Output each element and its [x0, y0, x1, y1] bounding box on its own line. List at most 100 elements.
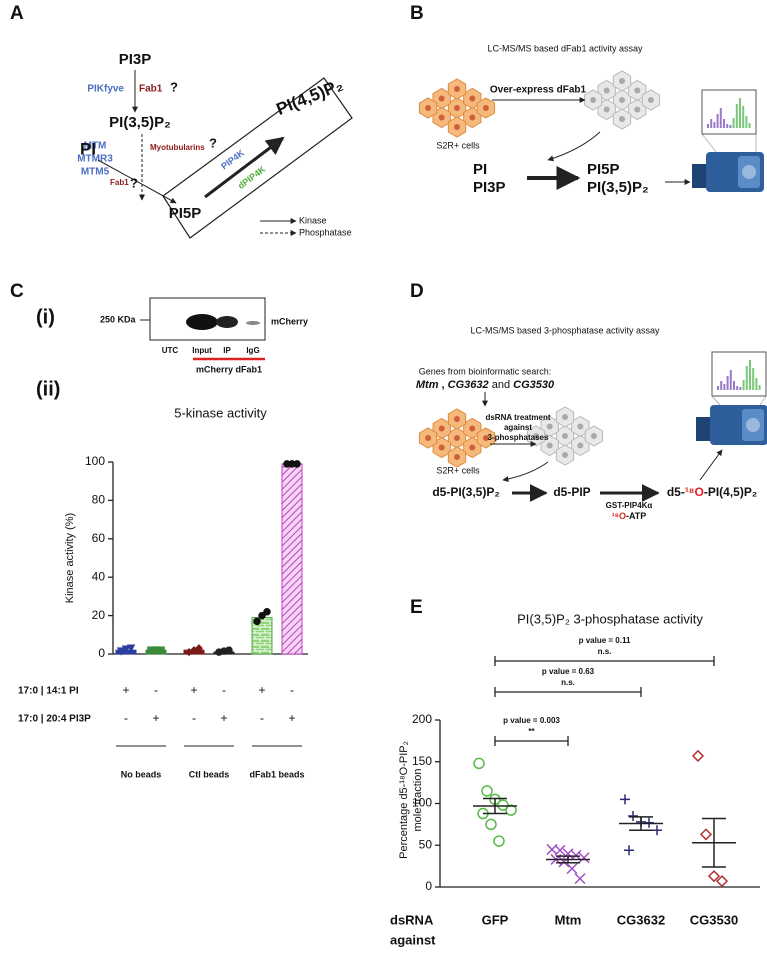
- condition: +: [258, 683, 265, 697]
- nucleus: [577, 423, 584, 430]
- enzyme: dPIP4K: [236, 164, 268, 191]
- nucleus: [469, 95, 476, 102]
- point: [566, 863, 578, 875]
- lipid: PI(3,5)P₂: [109, 114, 171, 131]
- lipid: PI: [80, 139, 96, 158]
- bracket: [494, 736, 569, 746]
- point: [691, 749, 705, 762]
- y-axis-label: Kinase activity (%): [64, 513, 76, 603]
- nucleus: [634, 87, 641, 94]
- nucleus: [469, 425, 476, 432]
- lipid: PI: [473, 161, 487, 178]
- ms-side: [692, 164, 706, 188]
- nucleus: [469, 114, 476, 121]
- y-tick-label: 0: [98, 646, 105, 660]
- nucleus: [562, 433, 568, 439]
- panel-c: C (i) 250 KDa mCherry UTC Input IP IgG m…: [10, 281, 308, 400]
- point: [116, 647, 126, 656]
- panel-label: A: [10, 3, 24, 24]
- x-tick-label: CG3632: [617, 912, 665, 927]
- condition: +: [220, 711, 227, 725]
- point: [293, 460, 301, 468]
- y-tick-label: 100: [85, 454, 105, 468]
- y-tick-label: 40: [92, 569, 106, 583]
- group-label: dFab1 beads: [249, 769, 304, 779]
- step-label: against: [504, 423, 532, 432]
- nucleus: [546, 442, 553, 449]
- chart-title: 5-kinase activity: [174, 405, 267, 420]
- x-tick-label: GFP: [482, 912, 509, 927]
- nucleus: [482, 105, 489, 111]
- y-tick-label: 50: [419, 837, 433, 851]
- point: [624, 845, 634, 856]
- antibody: mCherry: [271, 316, 308, 326]
- x-tick-label: Mtm: [555, 912, 582, 927]
- panel-e: E: [410, 597, 423, 618]
- nucleus: [454, 435, 460, 441]
- point: [481, 785, 493, 797]
- panel-a: A PI3P PIKfyve Fab1 ? PI(3,5)P₂ MTM MTMR…: [10, 3, 353, 239]
- point: [620, 794, 630, 805]
- cells-label: S2R+ cells: [436, 465, 480, 475]
- lipid: PI(3,5)P₂: [587, 179, 649, 196]
- panel-label: C: [10, 281, 24, 302]
- gene: Mtm: [416, 379, 439, 391]
- point: [628, 811, 638, 822]
- question: ?: [170, 79, 178, 94]
- spectrum-box: [701, 89, 757, 135]
- point: [493, 835, 505, 847]
- significance: n.s.: [561, 678, 575, 687]
- y-tick-label: 60: [92, 531, 106, 545]
- gene: CG3632: [448, 379, 489, 391]
- group-label: mCherry dFab1: [196, 364, 262, 374]
- instrument: [692, 89, 764, 192]
- point: [570, 849, 582, 861]
- y-tick-label: 20: [92, 608, 106, 622]
- nucleus: [577, 442, 584, 449]
- nucleus: [562, 414, 568, 420]
- y-axis-label: mole fraction: [412, 769, 424, 832]
- step-label: Over-express dFab1: [490, 85, 587, 96]
- condition: -: [260, 711, 264, 725]
- mw-marker: 250 KDa: [100, 314, 137, 324]
- point: [126, 644, 136, 653]
- inset-link: [701, 133, 717, 153]
- point: [157, 646, 165, 654]
- cells: [418, 408, 496, 468]
- enzyme: PIKfyve: [87, 84, 124, 95]
- nucleus: [546, 423, 553, 430]
- arrow: [204, 136, 285, 199]
- lipid: PI5P: [587, 161, 620, 178]
- y-tick-label: 200: [412, 712, 432, 726]
- row-label: 17:0 | 14:1 PI: [18, 686, 79, 697]
- condition: -: [124, 711, 128, 725]
- y-tick-label: 150: [412, 754, 432, 768]
- nucleus: [619, 116, 625, 122]
- charts: 0 20 40 60 80 100 5-kinase activity Kinase acti…: [18, 405, 760, 947]
- significance: **: [528, 727, 535, 736]
- nucleus: [438, 444, 445, 451]
- chart-title: PI(3,5)P₂ 3-phosphatase activity: [517, 611, 703, 626]
- bar: [281, 463, 303, 655]
- lipid: PI5P: [169, 205, 202, 222]
- enzyme: MTM5: [81, 167, 110, 178]
- point: [574, 873, 586, 885]
- cells-label: S2R+ cells: [436, 140, 480, 150]
- point: [258, 611, 266, 620]
- separator: and: [489, 379, 513, 391]
- nucleus: [438, 114, 445, 121]
- enzyme: MTMR3: [77, 154, 113, 165]
- nucleus: [425, 435, 432, 441]
- lane-label: IP: [223, 346, 231, 355]
- x-tick-label: CG3530: [690, 912, 738, 927]
- instrument: [696, 351, 767, 445]
- condition: +: [288, 711, 295, 725]
- lipid: d5-¹⁸O-PI(4,5)P₂: [667, 485, 757, 499]
- box: [162, 77, 353, 239]
- band: [186, 314, 218, 330]
- nucleus: [454, 124, 460, 130]
- group-label: No beads: [121, 769, 162, 779]
- inset-link: [759, 395, 767, 406]
- p-value: p value = 0.003: [503, 716, 560, 725]
